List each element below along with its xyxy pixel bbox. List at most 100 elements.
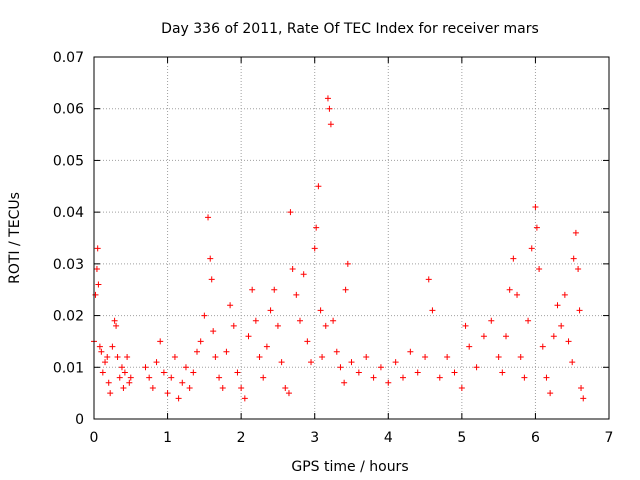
data-point	[322, 322, 329, 329]
data-point	[267, 307, 274, 314]
data-point	[245, 333, 252, 340]
data-point	[105, 379, 112, 386]
data-point	[580, 395, 587, 402]
data-point	[528, 245, 535, 252]
data-point	[271, 286, 278, 293]
data-point	[480, 333, 487, 340]
data-point	[521, 374, 528, 381]
data-points	[91, 95, 587, 402]
data-point	[241, 395, 248, 402]
data-point	[194, 348, 200, 355]
data-point	[330, 317, 337, 324]
data-point	[308, 359, 315, 366]
data-point	[342, 286, 349, 293]
data-point	[216, 374, 223, 381]
data-point	[326, 105, 333, 112]
x-axis-label: GPS time / hours	[291, 459, 408, 475]
data-point	[230, 322, 237, 329]
data-point	[93, 266, 100, 273]
y-tick-label: 0.02	[53, 309, 84, 325]
data-point	[111, 317, 118, 324]
data-point	[414, 369, 421, 376]
grid	[94, 57, 609, 419]
data-point	[324, 95, 331, 102]
data-point	[499, 369, 506, 376]
data-point	[327, 121, 334, 128]
data-point	[570, 255, 577, 262]
data-point	[223, 348, 230, 355]
data-point	[289, 266, 296, 273]
data-point	[285, 390, 292, 397]
x-tick-label: 7	[605, 430, 614, 446]
data-point	[436, 374, 443, 381]
data-point	[525, 317, 532, 324]
data-point	[348, 359, 355, 366]
data-point	[107, 390, 114, 397]
data-point	[311, 245, 318, 252]
data-point	[96, 343, 103, 350]
data-point	[98, 348, 105, 355]
data-point	[287, 209, 294, 216]
data-point	[121, 369, 128, 376]
data-point	[547, 390, 554, 397]
data-point	[182, 364, 189, 371]
data-point	[313, 224, 320, 231]
data-point	[488, 317, 495, 324]
data-point	[370, 374, 377, 381]
data-point	[319, 353, 326, 360]
data-point	[120, 384, 127, 391]
chart-title: Day 336 of 2011, Rate Of TEC Index for r…	[161, 21, 539, 37]
data-point	[263, 343, 270, 350]
data-point	[171, 353, 178, 360]
data-point	[208, 276, 215, 283]
data-point	[205, 214, 212, 221]
data-point	[146, 374, 153, 381]
data-point	[190, 369, 197, 376]
data-point	[238, 384, 245, 391]
data-point	[543, 374, 550, 381]
data-point	[554, 302, 561, 309]
data-point	[407, 348, 414, 355]
data-point	[186, 384, 193, 391]
data-point	[118, 364, 125, 371]
x-tick-label: 1	[163, 430, 172, 446]
data-point	[94, 245, 101, 252]
x-tick-label: 5	[457, 430, 466, 446]
data-point	[561, 291, 568, 298]
data-point	[539, 343, 546, 350]
data-point	[462, 322, 469, 329]
data-point	[377, 364, 384, 371]
data-point	[510, 255, 517, 262]
data-point	[99, 369, 106, 376]
data-point	[160, 369, 167, 376]
data-point	[278, 359, 285, 366]
data-point	[576, 307, 583, 314]
data-point	[517, 353, 524, 360]
data-point	[116, 374, 123, 381]
data-point	[210, 328, 217, 335]
data-point	[385, 379, 392, 386]
data-point	[153, 359, 160, 366]
data-point	[109, 343, 116, 350]
y-tick-label: 0.05	[53, 153, 84, 169]
data-point	[578, 384, 585, 391]
data-point	[473, 364, 480, 371]
x-tick-labels: 0 1 2 3 4 5 6 7	[90, 430, 614, 446]
data-point	[317, 307, 324, 314]
data-point	[149, 384, 156, 391]
data-point	[201, 312, 208, 319]
data-point	[157, 338, 164, 345]
data-point	[532, 203, 539, 210]
data-point	[168, 374, 175, 381]
x-tick-label: 0	[90, 430, 99, 446]
data-point	[458, 384, 465, 391]
data-point	[102, 359, 109, 366]
data-point	[392, 359, 399, 366]
y-tick-label: 0.07	[53, 50, 84, 66]
x-tick-label: 2	[237, 430, 246, 446]
data-point	[249, 286, 256, 293]
data-point	[536, 266, 543, 273]
y-tick-label: 0	[75, 412, 84, 428]
data-point	[124, 353, 131, 360]
y-tick-label: 0.06	[53, 102, 84, 118]
